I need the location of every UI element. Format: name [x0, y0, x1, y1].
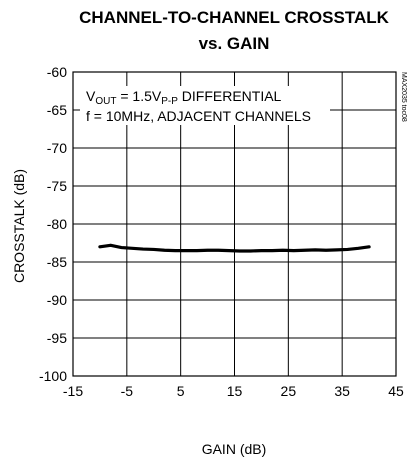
annotation-background — [80, 86, 330, 125]
series-layer — [98, 243, 371, 253]
y-tick-label-2: -70 — [47, 140, 67, 156]
x-tick-label-5: 35 — [334, 383, 350, 399]
y-tick-label-8: -100 — [39, 368, 67, 384]
y-tick-label-5: -85 — [47, 254, 67, 270]
annotation-line-1: VOUT = 1.5VP-P DIFFERENTIAL — [86, 88, 282, 107]
annotation-v: V — [86, 88, 96, 104]
annotation-differential: DIFFERENTIAL — [178, 88, 282, 104]
grid — [72, 71, 397, 377]
x-tick-label-2: 5 — [177, 383, 185, 399]
y-axis-label: CROSSTALK (dB) — [11, 169, 27, 283]
y-tick-label-7: -95 — [47, 330, 67, 346]
x-tick-label-6: 45 — [388, 383, 404, 399]
tick-labels: -15 -5 5 15 25 35 45 -60 -65 -70 -75 -80 -85 -90 -95 -1… — [39, 64, 404, 399]
annotation-line-2: f = 10MHz, ADJACENT CHANNELS — [86, 108, 311, 124]
annotation: VOUT = 1.5VP-P DIFFERENTIAL f = 10MHz, A… — [80, 86, 330, 125]
y-tick-label-4: -80 — [47, 216, 67, 232]
plot-frame — [72, 71, 397, 377]
chart-subtitle: vs. GAIN — [199, 34, 270, 53]
series-line-0 — [98, 243, 371, 253]
x-tick-label-0: -15 — [63, 383, 83, 399]
x-tick-label-3: 15 — [227, 383, 243, 399]
side-label: MAX2035 toc08 — [400, 72, 407, 122]
x-tick-label-1: -5 — [121, 383, 134, 399]
chart-title: CHANNEL-TO-CHANNEL CROSSTALK — [79, 8, 389, 27]
y-tick-label-3: -75 — [47, 178, 67, 194]
x-tick-label-4: 25 — [281, 383, 297, 399]
y-tick-label-6: -90 — [47, 292, 67, 308]
x-axis-label: GAIN (dB) — [202, 441, 267, 457]
y-tick-label-1: -65 — [47, 102, 67, 118]
annotation-equals: = 1.5V — [116, 88, 161, 104]
annotation-out-subscript: OUT — [95, 96, 116, 107]
annotation-pp-subscript: P-P — [161, 96, 178, 107]
y-tick-label-0: -60 — [47, 64, 67, 80]
